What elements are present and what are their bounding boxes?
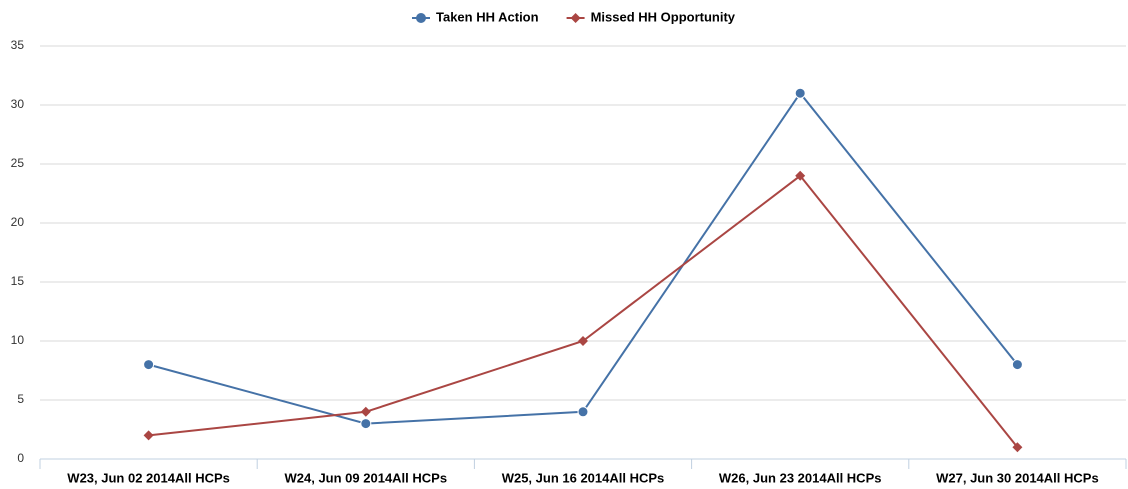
y-tick-label: 20 — [11, 215, 25, 229]
y-tick-label: 10 — [11, 333, 25, 347]
data-point — [360, 406, 371, 417]
data-point — [578, 336, 588, 346]
x-tick-label: W26, Jun 23 2014All HCPs — [719, 470, 882, 485]
series-line — [148, 91, 1019, 425]
data-point — [577, 406, 589, 418]
y-tick-label: 0 — [17, 451, 24, 465]
legend-label: Taken HH Action — [436, 9, 539, 24]
x-tick-label: W23, Jun 02 2014All HCPs — [67, 470, 230, 485]
x-tick-label: W24, Jun 09 2014All HCPs — [285, 470, 448, 485]
legend-marker — [416, 13, 426, 23]
y-tick-label: 35 — [11, 38, 25, 52]
y-tick-label: 25 — [11, 156, 25, 170]
legend-marker — [570, 13, 581, 23]
data-point — [360, 418, 372, 430]
legend: Taken HH Action Missed HH Opportunity — [412, 9, 736, 24]
data-point — [1011, 359, 1023, 371]
y-tick-label: 5 — [17, 392, 24, 406]
x-tick-label: W25, Jun 16 2014All HCPs — [502, 470, 665, 485]
data-point — [794, 87, 806, 99]
data-point — [143, 430, 154, 441]
data-point — [795, 170, 806, 181]
data-point — [143, 359, 155, 371]
x-tick-label: W27, Jun 30 2014All HCPs — [936, 470, 1099, 485]
data-point — [1012, 442, 1023, 453]
legend-label: Missed HH Opportunity — [591, 9, 736, 24]
y-tick-label: 15 — [11, 274, 25, 288]
y-tick-label: 30 — [11, 97, 25, 111]
